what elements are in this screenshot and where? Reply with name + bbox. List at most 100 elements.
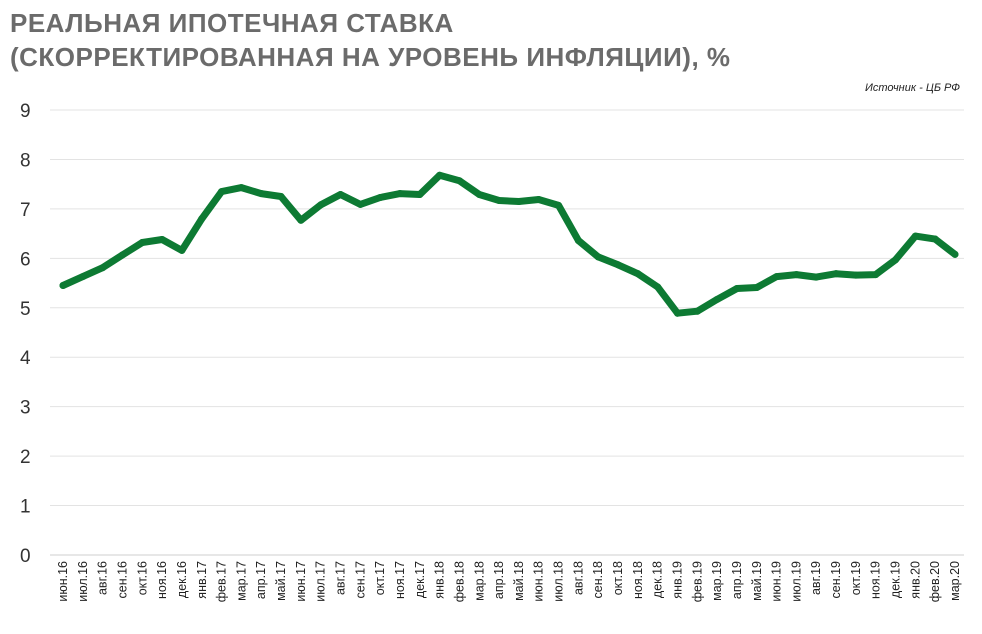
data-point	[872, 271, 880, 279]
y-tick-label: 3	[20, 398, 31, 419]
data-point	[792, 271, 800, 279]
y-tick-label: 5	[20, 299, 31, 320]
data-point	[555, 201, 563, 209]
y-tick-label: 1	[20, 497, 31, 518]
x-tick-label: июн.17	[294, 561, 308, 602]
data-point	[396, 190, 404, 198]
x-tick-label: янв.20	[908, 561, 922, 599]
x-tick-label: июл.19	[789, 561, 803, 602]
data-point	[198, 215, 206, 223]
x-tick-label: фев.18	[452, 561, 466, 602]
x-tick-label: сен.16	[115, 561, 129, 599]
x-tick-label: апр.18	[492, 561, 506, 599]
data-point	[277, 193, 285, 201]
grid-lines	[50, 109, 964, 556]
data-point	[693, 307, 701, 315]
title-line-1: РЕАЛЬНАЯ ИПОТЕЧНАЯ СТАВКА	[10, 8, 454, 38]
data-point	[178, 246, 186, 254]
x-tick-label: окт.16	[135, 561, 149, 595]
y-axis-ticks: 0 1 2 3 4 5 6 7 8 9	[20, 101, 31, 567]
x-tick-label: янв.18	[433, 561, 447, 599]
data-point	[673, 309, 681, 317]
data-point	[317, 201, 325, 209]
data-point	[455, 177, 463, 185]
x-tick-label: сен.18	[591, 561, 605, 599]
x-tick-label: апр.19	[730, 561, 744, 599]
x-tick-label: дек.16	[175, 561, 189, 598]
data-point	[99, 264, 107, 272]
data-point	[951, 250, 959, 258]
x-tick-label: янв.19	[670, 561, 684, 599]
x-tick-label: фев.20	[928, 561, 942, 602]
x-tick-label: сен.17	[353, 561, 367, 599]
data-point	[713, 295, 721, 303]
data-point	[852, 271, 860, 279]
x-tick-label: окт.17	[373, 561, 387, 595]
data-point	[79, 273, 87, 281]
x-tick-label: июн.19	[770, 561, 784, 602]
data-point	[475, 191, 483, 199]
x-tick-label: авг.18	[571, 561, 585, 595]
data-point	[911, 232, 919, 240]
x-tick-label: окт.19	[849, 561, 863, 595]
x-tick-label: мар.20	[948, 561, 962, 601]
data-point	[436, 171, 444, 179]
x-tick-label: июн.18	[532, 561, 546, 602]
data-point	[237, 184, 245, 192]
x-tick-label: июл.18	[552, 561, 566, 602]
x-tick-label: май.18	[512, 561, 526, 601]
y-tick-label: 4	[20, 348, 31, 369]
data-point	[376, 194, 384, 202]
y-tick-label: 7	[20, 200, 31, 221]
x-tick-label: ноя.19	[869, 561, 883, 599]
y-tick-label: 0	[20, 546, 31, 567]
data-point	[931, 235, 939, 243]
x-tick-label: окт.18	[611, 561, 625, 595]
data-point	[495, 196, 503, 204]
x-tick-label: ноя.18	[631, 561, 645, 599]
data-point	[416, 191, 424, 199]
data-point	[773, 273, 781, 281]
x-tick-label: дек.17	[413, 561, 427, 598]
x-tick-label: июл.16	[76, 561, 90, 602]
x-tick-label: фев.19	[690, 561, 704, 602]
data-point	[297, 216, 305, 224]
x-tick-label: авг.19	[809, 561, 823, 595]
data-point	[337, 191, 345, 199]
data-point	[654, 283, 662, 291]
data-point	[535, 195, 543, 203]
y-tick-label: 6	[20, 249, 31, 270]
chart-title: РЕАЛЬНАЯ ИПОТЕЧНАЯ СТАВКА (СКОРРЕКТИРОВА…	[10, 6, 731, 74]
data-point	[892, 256, 900, 264]
data-point	[158, 236, 166, 244]
y-tick-label: 9	[20, 101, 31, 122]
data-point	[812, 273, 820, 281]
series-group	[59, 171, 959, 317]
x-tick-label: мар.17	[234, 561, 248, 601]
data-point	[138, 239, 146, 247]
x-tick-label: апр.17	[254, 561, 268, 599]
x-tick-label: май.19	[750, 561, 764, 601]
data-point	[614, 261, 622, 269]
x-tick-label: фев.17	[215, 561, 229, 602]
x-tick-label: мар.18	[472, 561, 486, 601]
x-tick-label: май.17	[274, 561, 288, 601]
series-line	[59, 171, 959, 317]
data-point	[832, 270, 840, 278]
x-tick-label: сен.19	[829, 561, 843, 599]
x-tick-label: авг.16	[96, 561, 110, 595]
x-tick-label: мар.19	[710, 561, 724, 601]
data-point	[118, 251, 126, 259]
data-point	[257, 190, 265, 198]
data-point	[515, 197, 523, 205]
x-tick-label: янв.17	[195, 561, 209, 599]
x-tick-label: дек.18	[651, 561, 665, 598]
data-point	[218, 188, 226, 196]
x-tick-label: ноя.16	[155, 561, 169, 599]
y-tick-label: 2	[20, 447, 31, 468]
data-point	[594, 253, 602, 261]
x-tick-label: июн.16	[56, 561, 70, 602]
y-tick-label: 8	[20, 150, 31, 171]
x-tick-label: июл.17	[314, 561, 328, 602]
